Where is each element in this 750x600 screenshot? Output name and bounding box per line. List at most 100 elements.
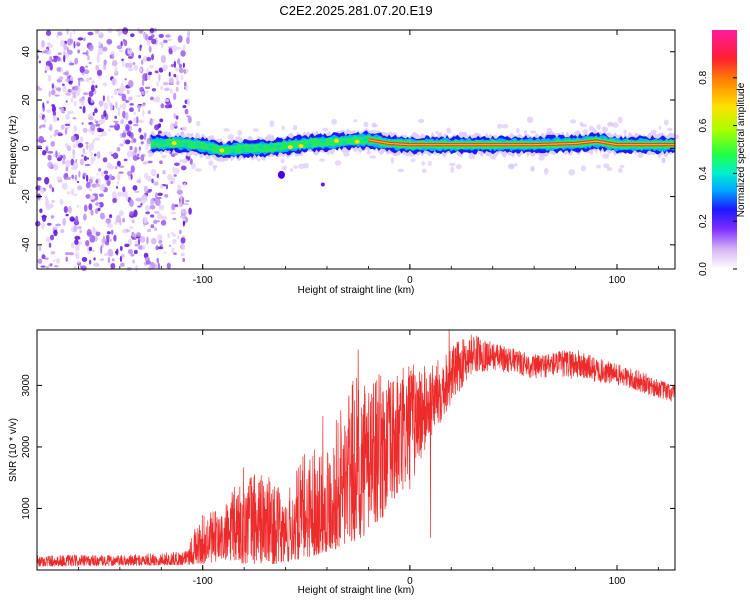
noise-speckle (526, 116, 534, 123)
noise-speckle (135, 116, 139, 124)
noise-speckle (139, 44, 143, 48)
noise-speckle (115, 101, 118, 109)
noise-speckle (607, 122, 611, 127)
noise-speckle (46, 42, 51, 45)
noise-speckle (125, 99, 130, 103)
noise-speckle (93, 153, 97, 157)
noise-speckle (116, 181, 120, 184)
signal-blob (306, 142, 312, 147)
noise-speckle (79, 79, 85, 82)
snr-y-tick-label: 1000 (21, 497, 32, 520)
noise-speckle (117, 191, 123, 197)
noise-speckle (617, 167, 623, 174)
noise-speckle (90, 151, 93, 157)
noise-speckle (70, 188, 75, 196)
noise-speckle (111, 53, 115, 60)
noise-speckle (76, 204, 80, 208)
noise-speckle (185, 199, 190, 203)
noise-speckle (69, 38, 74, 44)
noise-speckle (119, 104, 123, 109)
noise-speckle (75, 252, 80, 260)
noise-speckle (74, 174, 78, 181)
noise-speckle (501, 123, 509, 129)
noise-speckle (150, 214, 155, 218)
noise-speckle (410, 158, 416, 163)
snr-y-tick-label: 2000 (21, 435, 32, 458)
noise-speckle (153, 181, 159, 186)
snr-panel: -100 0 100 1000 2000 3000 Height of straight … (8, 329, 676, 596)
noise-speckle (177, 184, 181, 191)
noise-speckle (159, 243, 163, 247)
noise-speckle (47, 161, 53, 169)
noise-speckle (171, 63, 174, 68)
noise-speckle (159, 42, 164, 45)
noise-speckle (108, 100, 111, 106)
noise-speckle (135, 264, 138, 272)
noise-speckle (143, 196, 147, 200)
noise-speckle (123, 123, 127, 128)
noise-speckle (101, 131, 107, 137)
noise-speckle (122, 229, 127, 234)
noise-speckle (69, 31, 72, 40)
noise-speckle (150, 237, 157, 245)
noise-speckle (118, 210, 124, 217)
noise-speckle (102, 157, 108, 163)
noise-speckle (156, 173, 160, 179)
noise-speckle (147, 150, 151, 153)
noise-speckle (131, 233, 138, 238)
spectrogram-x-label: Height of straight line (km) (298, 285, 415, 296)
noise-speckle (369, 155, 377, 159)
noise-speckle (150, 96, 154, 101)
noise-speckle (118, 171, 124, 174)
noise-speckle (172, 217, 177, 221)
noise-speckle (172, 166, 175, 174)
noise-speckle (157, 192, 163, 197)
noise-speckle (448, 162, 456, 167)
noise-speckle (120, 41, 123, 47)
noise-speckle (131, 52, 134, 58)
noise-speckle (675, 134, 680, 140)
noise-speckle (110, 102, 113, 111)
noise-speckle (130, 165, 135, 173)
noise-speckle (66, 46, 69, 53)
noise-speckle (123, 139, 126, 145)
noise-speckle (80, 136, 84, 143)
noise-speckle (74, 85, 79, 91)
noise-speckle (85, 141, 89, 145)
noise-speckle (65, 256, 68, 262)
noise-speckle (122, 38, 126, 42)
noise-speckle (603, 163, 610, 169)
noise-speckle (61, 182, 68, 190)
noise-speckle (158, 74, 161, 82)
noise-speckle (42, 150, 47, 156)
snr-series-line (36, 329, 676, 567)
noise-speckle (104, 241, 110, 246)
noise-speckle (182, 221, 185, 227)
noise-speckle (51, 200, 55, 203)
colorbar-tick-label: 0.2 (698, 214, 709, 228)
noise-speckle (180, 74, 184, 81)
noise-speckle (103, 102, 109, 111)
noise-speckle (171, 247, 175, 254)
noise-speckle (119, 255, 123, 263)
noise-speckle (160, 55, 167, 63)
noise-speckle (120, 143, 124, 147)
noise-speckle (103, 110, 107, 117)
noise-speckle (142, 245, 146, 250)
noise-speckle (127, 238, 133, 246)
noise-speckle (139, 67, 143, 72)
noise-speckle (141, 79, 145, 86)
noise-speckle (187, 115, 192, 124)
noise-speckle (121, 102, 127, 111)
noise-speckle (79, 106, 82, 109)
noise-speckle (71, 174, 74, 179)
noise-speckle (177, 35, 183, 43)
noise-speckle (40, 124, 44, 128)
noise-speckle (88, 203, 93, 211)
noise-speckle (137, 205, 142, 208)
noise-speckle (602, 153, 610, 159)
noise-speckle (64, 251, 71, 256)
colorbar-tick-label: 0.6 (698, 118, 709, 132)
noise-speckle (97, 47, 104, 56)
noise-speckle (64, 123, 71, 127)
